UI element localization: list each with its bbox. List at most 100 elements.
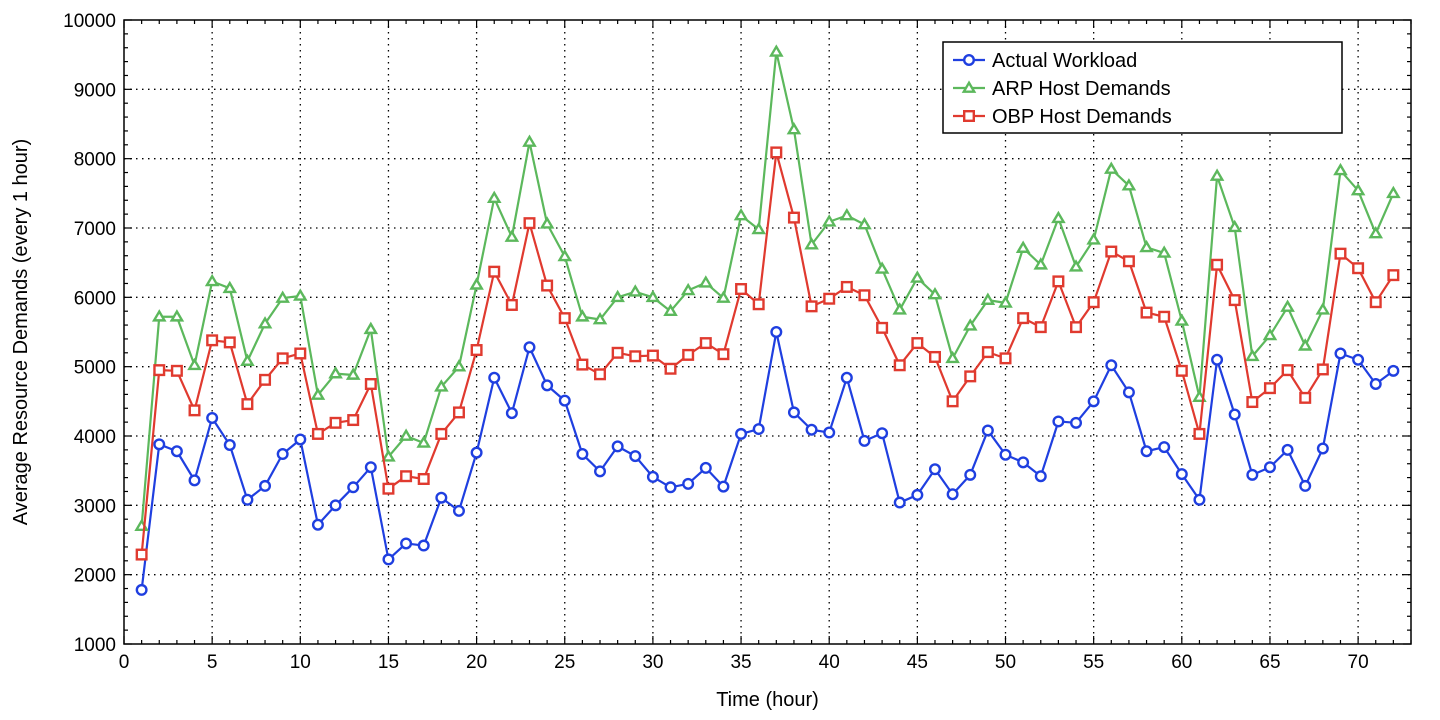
data-point [153, 364, 166, 377]
data-point [558, 394, 571, 407]
data-point [347, 414, 360, 427]
data-point [629, 450, 642, 463]
data-point [310, 387, 326, 400]
data-point [751, 221, 766, 235]
data-point [452, 406, 465, 419]
x-tick-label: 35 [730, 652, 751, 673]
data-point [1334, 247, 1347, 260]
x-tick-label: 65 [1259, 652, 1280, 673]
series-actual-workload [135, 326, 1400, 596]
data-point [223, 336, 236, 349]
x-tick-label: 5 [207, 652, 218, 673]
data-point [893, 359, 906, 372]
y-tick-label: 5000 [74, 358, 116, 379]
data-point [206, 411, 219, 424]
data-point [169, 309, 185, 322]
x-tick-label: 25 [554, 652, 575, 673]
data-point [1174, 313, 1190, 326]
data-point [594, 465, 607, 478]
data-point [451, 359, 467, 372]
data-point [1140, 306, 1153, 319]
data-point [1352, 262, 1365, 275]
data-point [1193, 427, 1206, 440]
data-point [928, 350, 941, 363]
data-point [1158, 310, 1171, 323]
data-point [294, 433, 307, 446]
data-point [682, 348, 695, 361]
data-point [1369, 378, 1382, 391]
data-point [1211, 258, 1224, 271]
data-point [452, 504, 465, 517]
data-point [206, 334, 219, 347]
data-point [611, 440, 624, 453]
data-point [1387, 364, 1400, 377]
data-point [787, 406, 800, 419]
data-point [1087, 296, 1100, 309]
data-point [259, 479, 272, 492]
data-point [488, 371, 501, 384]
data-point [417, 539, 430, 552]
x-tick-label: 70 [1348, 652, 1369, 673]
data-point [382, 482, 395, 495]
legend-item: Actual Workload [953, 50, 1137, 72]
data-point [1105, 359, 1118, 372]
x-tick-label: 45 [907, 652, 928, 673]
data-point [1209, 168, 1225, 181]
data-point [1052, 415, 1065, 428]
data-point [311, 427, 324, 440]
x-tick-label: 55 [1083, 652, 1104, 673]
data-point [1387, 269, 1400, 282]
data-point [504, 229, 520, 242]
x-tick-label: 40 [819, 652, 840, 673]
data-point [1333, 162, 1348, 176]
data-point [434, 379, 449, 392]
data-point [470, 446, 483, 459]
data-point [1122, 386, 1135, 399]
data-point [717, 480, 730, 493]
legend-label: Actual Workload [992, 50, 1137, 72]
data-point [999, 352, 1012, 365]
data-point [523, 341, 536, 354]
data-point [558, 312, 571, 325]
data-point [576, 448, 589, 461]
data-point [821, 214, 837, 227]
legend-box [942, 41, 1343, 134]
data-point [470, 344, 483, 357]
data-point [1139, 239, 1154, 253]
y-tick-label: 3000 [74, 496, 116, 517]
data-point [293, 288, 308, 301]
data-point [1175, 468, 1188, 481]
data-point [153, 438, 166, 451]
data-point [575, 309, 590, 322]
data-point [680, 282, 696, 296]
x-tick-label: 15 [378, 652, 399, 673]
data-point [1368, 225, 1384, 239]
y-tick-label: 4000 [74, 427, 116, 448]
y-tick-label: 9000 [74, 80, 116, 101]
data-point [1246, 468, 1259, 481]
data-point [629, 350, 642, 363]
series-layer [134, 44, 1401, 596]
data-point [857, 216, 872, 230]
data-point [188, 474, 201, 487]
data-point [805, 423, 818, 436]
data-point [1193, 493, 1206, 506]
data-point [839, 207, 855, 221]
data-point [823, 292, 836, 305]
data-point [646, 349, 659, 362]
data-point [400, 537, 413, 550]
data-point [435, 491, 448, 504]
data-point [505, 298, 518, 311]
data-point [1263, 461, 1276, 474]
data-point [735, 283, 748, 296]
data-point [981, 346, 994, 359]
y-tick-label: 7000 [74, 219, 116, 240]
data-point [735, 427, 748, 440]
data-point [1315, 302, 1331, 315]
x-axis-title: Time (hour) [716, 689, 819, 711]
data-point [382, 553, 395, 566]
data-point [1316, 363, 1329, 376]
data-point [823, 426, 836, 439]
data-point [664, 362, 677, 375]
